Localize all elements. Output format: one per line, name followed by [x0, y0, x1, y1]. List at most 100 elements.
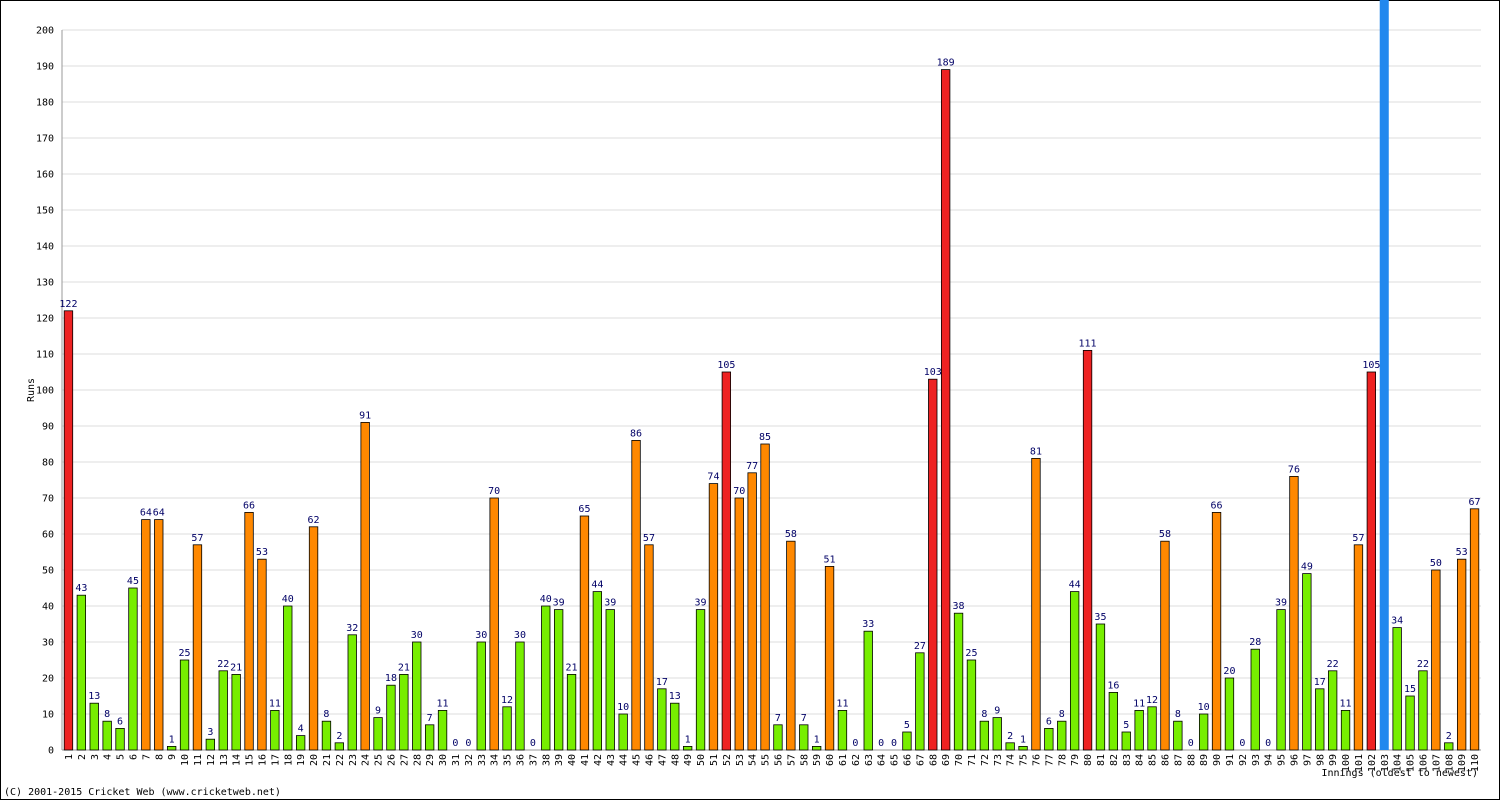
- x-tick-label: 106: [1418, 754, 1429, 772]
- bar: [1147, 706, 1157, 751]
- y-tick-label: 200: [36, 26, 54, 37]
- y-tick-label: 140: [36, 242, 54, 253]
- bar: [1444, 742, 1454, 751]
- x-tick-label: 84: [1135, 754, 1146, 766]
- y-tick-label: 70: [42, 494, 54, 505]
- bar: [63, 310, 74, 751]
- x-tick-label: 12: [206, 754, 217, 766]
- bar: [1392, 627, 1402, 751]
- value-label: 6: [1046, 716, 1052, 727]
- bar: [1095, 623, 1106, 751]
- value-label: 5: [904, 720, 910, 731]
- footer: (C) 2001-2015 Cricket Web (www.cricketwe…: [4, 787, 281, 798]
- value-label: 77: [746, 461, 758, 472]
- bar: [412, 641, 422, 751]
- bar: [102, 720, 112, 751]
- x-tick-label: 79: [1070, 754, 1081, 766]
- bar: [1327, 670, 1338, 751]
- bar: [1250, 648, 1260, 751]
- y-tick-label: 90: [42, 422, 54, 433]
- value-label: 86: [630, 428, 642, 439]
- value-label: 44: [591, 580, 603, 591]
- x-tick-label: 7: [141, 754, 152, 760]
- bar: [631, 439, 641, 751]
- bar: [979, 720, 990, 751]
- x-tick-label: 65: [890, 754, 901, 766]
- bar: [1069, 591, 1080, 751]
- bar: [670, 702, 680, 751]
- value-label: 16: [1107, 680, 1119, 691]
- bar: [682, 746, 693, 751]
- x-tick-label: 69: [941, 754, 952, 766]
- bar: [399, 674, 409, 751]
- bar: [270, 710, 280, 751]
- x-tick-label: 48: [670, 754, 681, 766]
- bar: [1340, 710, 1351, 751]
- bar: [695, 609, 706, 751]
- x-tick-label: 91: [1225, 754, 1236, 766]
- x-tick-label: 101: [1354, 754, 1365, 772]
- bar: [605, 609, 615, 751]
- value-label: 39: [695, 598, 707, 609]
- x-tick-label: 30: [438, 754, 449, 766]
- x-tick-label: 59: [812, 754, 823, 766]
- value-label: 13: [669, 691, 681, 702]
- x-tick-label: 66: [902, 754, 913, 766]
- bar: [811, 746, 822, 751]
- x-tick-label: 17: [270, 754, 281, 766]
- x-tick-label: 36: [515, 754, 526, 766]
- x-tick-label: 54: [748, 754, 759, 766]
- value-label: 57: [1352, 533, 1364, 544]
- value-label: 40: [540, 594, 552, 605]
- y-tick-label: 0: [48, 746, 54, 757]
- value-label: 66: [1211, 500, 1223, 511]
- x-tick-label: 68: [928, 754, 939, 766]
- x-tick-label: 62: [851, 754, 862, 766]
- x-tick-label: 87: [1173, 754, 1184, 766]
- bar: [773, 724, 783, 751]
- bar: [115, 728, 125, 751]
- bar: [1198, 713, 1209, 751]
- bar: [915, 652, 925, 751]
- bar: [618, 713, 628, 751]
- x-tick-label: 41: [580, 754, 591, 766]
- value-label: 122: [59, 299, 77, 310]
- value-label: 7: [775, 713, 781, 724]
- value-label: 25: [965, 648, 977, 659]
- value-label: 85: [759, 432, 771, 443]
- x-tick-label: 72: [980, 754, 991, 766]
- y-tick-label: 190: [36, 62, 54, 73]
- x-tick-label: 20: [309, 754, 320, 766]
- value-label: 38: [953, 601, 965, 612]
- bar: [360, 421, 370, 751]
- bar: [837, 710, 848, 751]
- bar: [708, 483, 719, 751]
- value-label: 57: [191, 533, 203, 544]
- bar: [940, 69, 951, 751]
- value-label: 40: [282, 594, 294, 605]
- bar: [1469, 508, 1480, 751]
- x-tick-label: 8: [154, 754, 165, 760]
- bar: [644, 544, 654, 751]
- bar: [1353, 544, 1364, 751]
- x-tick-label: 77: [1044, 754, 1055, 766]
- y-tick-label: 180: [36, 98, 54, 109]
- x-tick-label: 86: [1160, 754, 1171, 766]
- value-label: 53: [1456, 547, 1468, 558]
- value-label: 35: [1094, 612, 1106, 623]
- value-label: 1: [1020, 734, 1026, 745]
- x-tick-label: 4: [103, 754, 114, 760]
- value-label: 3: [207, 727, 213, 738]
- x-tick-label: 80: [1083, 754, 1094, 766]
- value-label: 30: [411, 630, 423, 641]
- bar: [205, 738, 216, 751]
- y-tick-label: 100: [36, 386, 54, 397]
- value-label: 15: [1404, 684, 1416, 695]
- bar: [1405, 695, 1415, 751]
- value-label: 32: [346, 623, 358, 634]
- bar: [1082, 349, 1093, 751]
- value-label: 11: [1340, 698, 1352, 709]
- value-label: 51: [824, 554, 836, 565]
- bar: [657, 688, 667, 751]
- value-label: 50: [1430, 558, 1442, 569]
